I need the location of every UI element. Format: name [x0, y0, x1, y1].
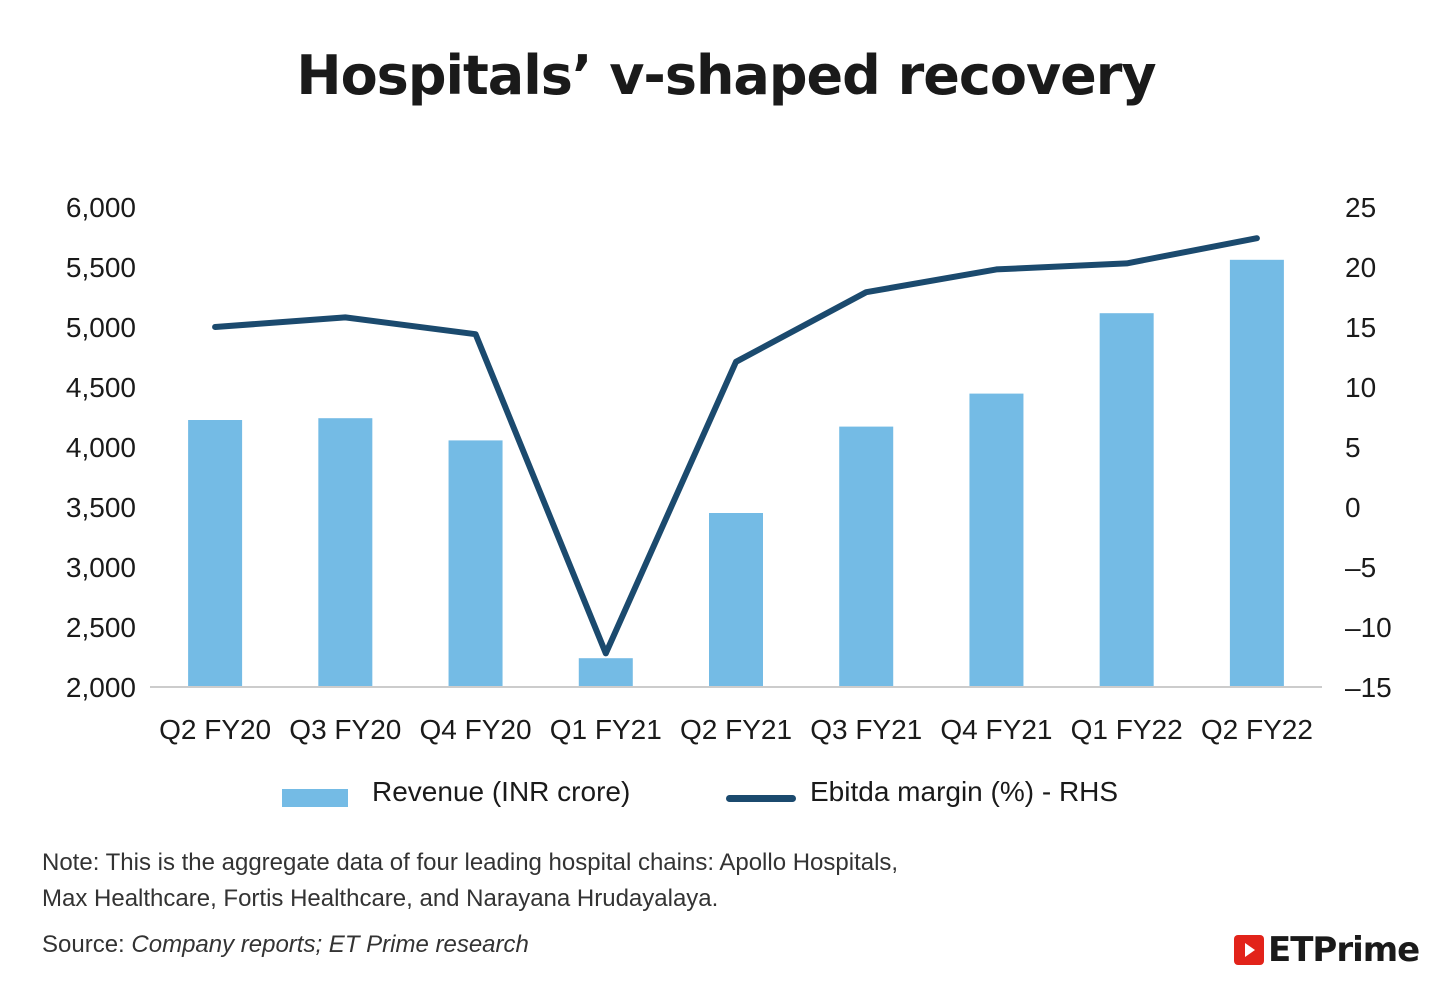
- x-axis-tick-label: Q2 FY22: [1201, 714, 1313, 745]
- note-line-2: Max Healthcare, Fortis Healthcare, and N…: [42, 885, 719, 912]
- revenue-bar-9: [1229, 259, 1284, 687]
- revenue-bar-7: [969, 393, 1024, 687]
- etprime-logo: ETPrime: [1234, 930, 1420, 970]
- x-axis-tick-label: Q4 FY21: [940, 714, 1052, 745]
- revenue-bar-4: [578, 658, 633, 687]
- ebitda-margin-line: [212, 235, 1260, 657]
- left-axis-ticks: 6,000 5,500 5,000 4,500 4,000 3,500 3,000 2,500…: [66, 192, 136, 703]
- right-axis-tick-label: 0: [1345, 492, 1361, 523]
- left-axis-tick-label: 2,000: [66, 672, 136, 703]
- right-axis-tick-label: –5: [1345, 552, 1376, 583]
- revenue-bar-5: [709, 513, 763, 687]
- right-axis-tick-label: 20: [1345, 252, 1376, 283]
- x-axis-tick-label: Q1 FY21: [550, 714, 662, 745]
- revenue-bar-3: [448, 440, 503, 687]
- left-axis-tick-label: 2,500: [66, 612, 136, 643]
- left-axis-tick-label: 3,500: [66, 492, 136, 523]
- revenue-bar-2: [318, 418, 373, 687]
- revenue-bar-6: [839, 426, 894, 687]
- source-line: Source: Company reports; ET Prime resear…: [42, 927, 529, 963]
- right-axis-tick-label: –15: [1345, 672, 1392, 703]
- x-axis-tick-label: Q2 FY21: [680, 714, 792, 745]
- logo-text: ETPrime: [1268, 930, 1420, 970]
- right-axis-tick-label: 25: [1345, 192, 1376, 223]
- left-axis-tick-label: 3,000: [66, 552, 136, 583]
- left-axis-tick-label: 4,500: [66, 372, 136, 403]
- revenue-bar-8: [1099, 313, 1154, 687]
- right-axis-ticks: 25 20 15 10 5 0 –5 –10 –15: [1345, 192, 1392, 703]
- right-axis-tick-label: –10: [1345, 612, 1392, 643]
- x-axis-tick-label: Q3 FY21: [810, 714, 922, 745]
- x-axis-tick-label: Q2 FY20: [159, 714, 271, 745]
- left-axis-tick-label: 6,000: [66, 192, 136, 223]
- left-axis-tick-label: 5,000: [66, 312, 136, 343]
- source-label: Source:: [42, 931, 125, 958]
- x-axis-tick-label: Q4 FY20: [420, 714, 532, 745]
- source-text: Company reports; ET Prime research: [131, 931, 529, 958]
- x-axis-tick-label: Q1 FY22: [1071, 714, 1183, 745]
- play-icon: [1234, 935, 1264, 965]
- revenue-bar-1: [188, 420, 243, 687]
- legend-revenue-swatch: [282, 789, 348, 807]
- x-axis-ticks: Q2 FY20 Q3 FY20 Q4 FY20 Q1 FY21 Q2 FY21 Q3 FY…: [159, 714, 1313, 745]
- legend-margin-swatch: [726, 795, 796, 802]
- right-axis-tick-label: 15: [1345, 312, 1376, 343]
- note-line-1: Note: This is the aggregate data of four…: [42, 849, 899, 876]
- legend-margin-label: Ebitda margin (%) - RHS: [810, 776, 1119, 807]
- x-axis-tick-label: Q3 FY20: [289, 714, 401, 745]
- revenue-bars: [188, 259, 1284, 687]
- right-axis-tick-label: 10: [1345, 372, 1376, 403]
- left-axis-tick-label: 5,500: [66, 252, 136, 283]
- right-axis-tick-label: 5: [1345, 432, 1361, 463]
- chart-title: Hospitals’ v-shaped recovery: [296, 44, 1156, 107]
- left-axis-tick-label: 4,000: [66, 432, 136, 463]
- legend-revenue-label: Revenue (INR crore): [372, 776, 631, 807]
